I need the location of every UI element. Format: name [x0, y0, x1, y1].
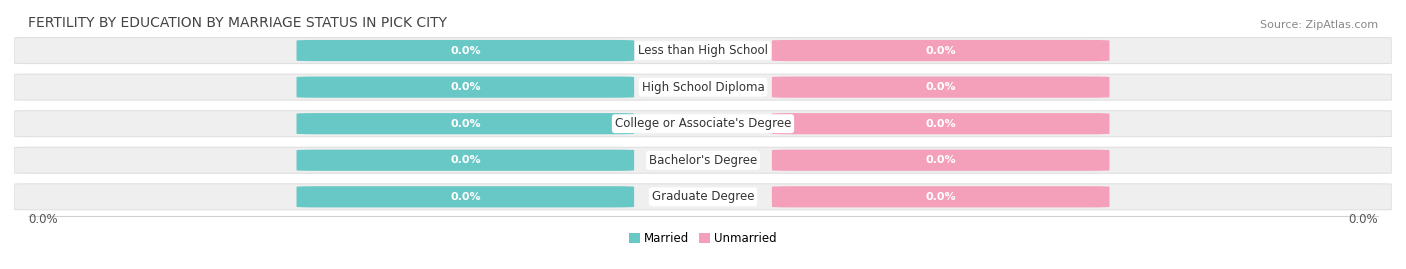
- FancyBboxPatch shape: [297, 150, 634, 171]
- Text: High School Diploma: High School Diploma: [641, 81, 765, 94]
- FancyBboxPatch shape: [772, 40, 1109, 61]
- Text: FERTILITY BY EDUCATION BY MARRIAGE STATUS IN PICK CITY: FERTILITY BY EDUCATION BY MARRIAGE STATU…: [28, 16, 447, 30]
- FancyBboxPatch shape: [297, 40, 634, 61]
- Text: 0.0%: 0.0%: [925, 45, 956, 56]
- Text: 0.0%: 0.0%: [450, 192, 481, 202]
- Text: Source: ZipAtlas.com: Source: ZipAtlas.com: [1260, 20, 1378, 30]
- Text: Graduate Degree: Graduate Degree: [652, 190, 754, 203]
- FancyBboxPatch shape: [297, 113, 634, 134]
- FancyBboxPatch shape: [14, 74, 1392, 100]
- FancyBboxPatch shape: [14, 38, 1392, 63]
- FancyBboxPatch shape: [297, 186, 634, 207]
- Text: 0.0%: 0.0%: [450, 119, 481, 129]
- FancyBboxPatch shape: [772, 150, 1109, 171]
- FancyBboxPatch shape: [14, 111, 1392, 137]
- Text: 0.0%: 0.0%: [1348, 213, 1378, 226]
- Text: 0.0%: 0.0%: [925, 192, 956, 202]
- Text: 0.0%: 0.0%: [450, 82, 481, 92]
- Text: 0.0%: 0.0%: [925, 82, 956, 92]
- FancyBboxPatch shape: [14, 147, 1392, 173]
- FancyBboxPatch shape: [297, 76, 634, 98]
- FancyBboxPatch shape: [772, 76, 1109, 98]
- Text: 0.0%: 0.0%: [925, 155, 956, 165]
- Text: Bachelor's Degree: Bachelor's Degree: [650, 154, 756, 167]
- Text: 0.0%: 0.0%: [925, 119, 956, 129]
- Legend: Married, Unmarried: Married, Unmarried: [628, 232, 778, 245]
- Text: 0.0%: 0.0%: [450, 45, 481, 56]
- FancyBboxPatch shape: [772, 113, 1109, 134]
- Text: College or Associate's Degree: College or Associate's Degree: [614, 117, 792, 130]
- Text: Less than High School: Less than High School: [638, 44, 768, 57]
- FancyBboxPatch shape: [14, 184, 1392, 210]
- Text: 0.0%: 0.0%: [450, 155, 481, 165]
- FancyBboxPatch shape: [772, 186, 1109, 207]
- Text: 0.0%: 0.0%: [28, 213, 58, 226]
